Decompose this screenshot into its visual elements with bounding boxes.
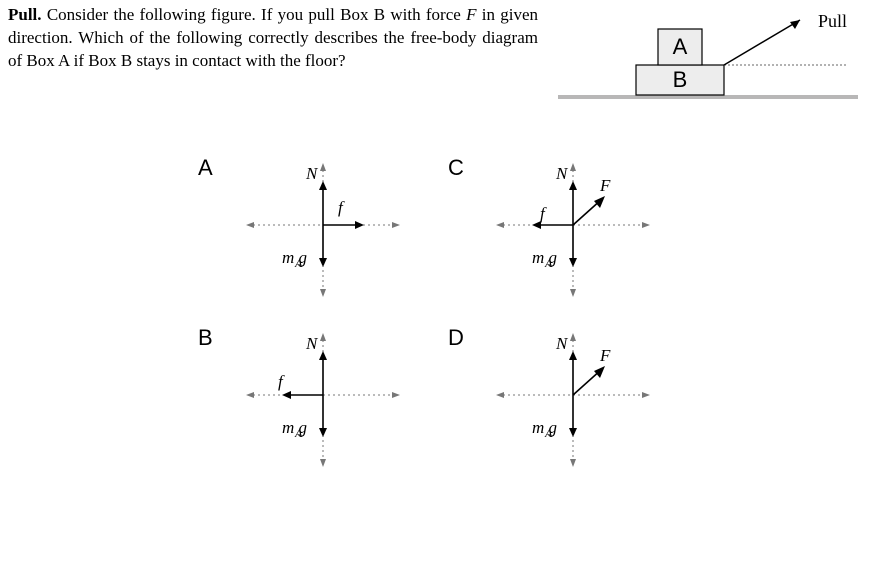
svg-text:A: A (544, 256, 553, 270)
fbd-c: N m g A f F (488, 155, 658, 305)
problem-text: Pull. Consider the following figure. If … (8, 4, 538, 73)
svg-text:N: N (555, 164, 569, 183)
pull-label: Pull (818, 11, 847, 31)
svg-text:f: f (338, 198, 345, 217)
svg-text:A: A (544, 426, 553, 440)
svg-text:A: A (294, 256, 303, 270)
problem-title: Pull. (8, 5, 42, 24)
option-a-label: A (198, 155, 213, 181)
fbd-a: N m g A f (238, 155, 408, 305)
fbd-d: N m g A F (488, 325, 658, 475)
options-grid: A N m g A f C (8, 155, 868, 485)
force-symbol: F (466, 5, 476, 24)
fbd-b: N m g A f (238, 325, 408, 475)
svg-text:N: N (305, 334, 319, 353)
option-d-label: D (448, 325, 464, 351)
svg-text:N: N (305, 164, 319, 183)
svg-text:N: N (555, 334, 569, 353)
problem-body-1: Consider the following figure. If you pu… (47, 5, 466, 24)
svg-text:f: f (278, 372, 285, 391)
svg-text:F: F (599, 346, 611, 365)
box-b-label: B (673, 67, 688, 92)
svg-text:F: F (599, 176, 611, 195)
svg-text:A: A (294, 426, 303, 440)
option-c-label: C (448, 155, 464, 181)
option-b: B N m g A f (198, 325, 408, 485)
pull-arrow-line (724, 20, 800, 65)
box-a-label: A (673, 34, 688, 59)
option-b-label: B (198, 325, 213, 351)
svg-text:f: f (540, 204, 547, 223)
option-a: A N m g A f (198, 155, 408, 315)
option-d: D N m g A F (448, 325, 658, 485)
setup-figure: B A Pull (558, 10, 868, 125)
option-c: C N m g A f F (448, 155, 658, 315)
